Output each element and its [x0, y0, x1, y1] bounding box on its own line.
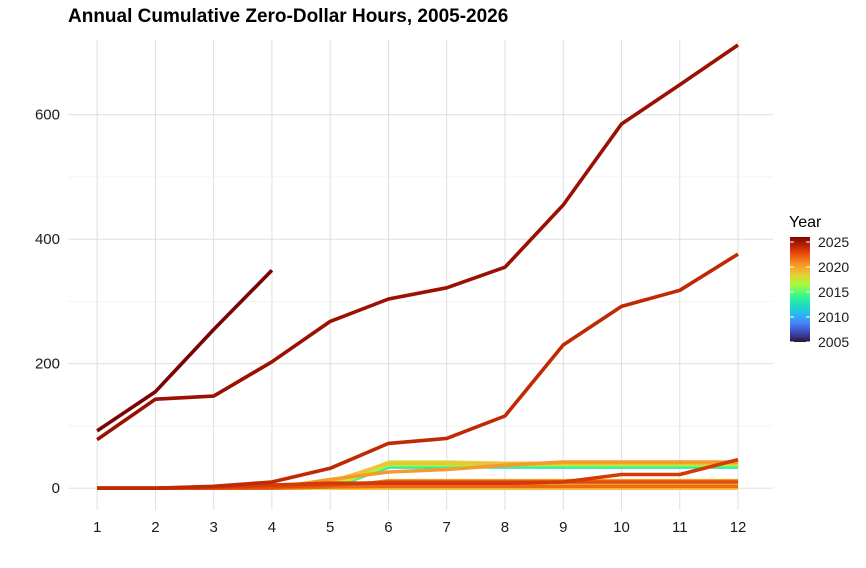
series-line-2026: [96, 269, 274, 433]
legend-label: 2010: [818, 309, 849, 325]
x-tick-label: 11: [672, 519, 688, 536]
x-axis-ticks: 1 2 3 4 5 6 7 8 9 10 11 12: [93, 519, 746, 536]
x-tick-label: 10: [613, 519, 630, 536]
x-tick-label: 6: [384, 519, 392, 536]
series-line-2024: [97, 252, 739, 491]
x-tick-label: 9: [559, 519, 567, 536]
legend: Year 2025 2020 2015 2010 2005: [789, 214, 849, 350]
y-axis-ticks: 0 200 400 600: [35, 107, 60, 498]
x-tick-label: 3: [209, 519, 217, 536]
x-tick-label: 4: [268, 519, 276, 536]
x-tick-label: 8: [501, 519, 509, 536]
series-lines: [96, 43, 740, 491]
legend-ticks: 2025 2020 2015 2010 2005: [790, 234, 849, 350]
y-tick-label: 600: [35, 107, 60, 124]
x-tick-label: 5: [326, 519, 334, 536]
x-tick-label: 7: [443, 519, 451, 536]
y-tick-label: 200: [35, 356, 60, 373]
legend-label: 2005: [818, 334, 849, 350]
legend-label: 2020: [818, 259, 849, 275]
x-tick-label: 1: [93, 519, 101, 536]
legend-colorbar: [790, 237, 810, 342]
legend-label: 2015: [818, 284, 849, 300]
legend-title: Year: [789, 214, 822, 231]
x-tick-label: 2: [151, 519, 159, 536]
legend-label: 2025: [818, 234, 849, 250]
series-line-2025: [96, 43, 740, 442]
grid-lines: [68, 40, 773, 510]
x-tick-label: 12: [730, 519, 747, 536]
chart-title: Annual Cumulative Zero-Dollar Hours, 200…: [68, 6, 509, 27]
y-tick-label: 0: [52, 480, 60, 497]
y-tick-label: 400: [35, 231, 60, 248]
